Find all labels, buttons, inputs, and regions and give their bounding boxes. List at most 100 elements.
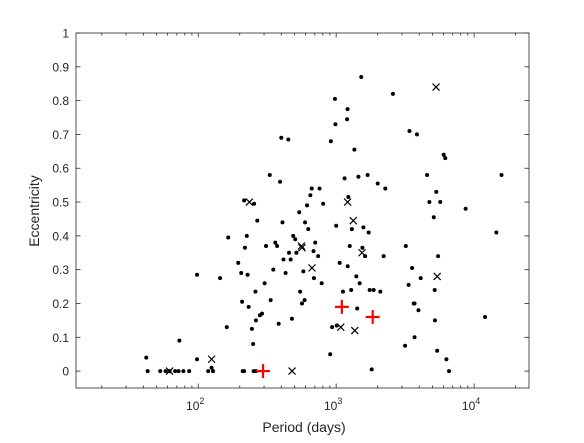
data-point-dot (499, 173, 504, 177)
data-point-dot (355, 306, 360, 311)
data-point-dot (278, 179, 283, 184)
x-axis-ticks: 102 103 104 (101, 33, 517, 413)
data-point-dot (173, 369, 178, 374)
y-tick-label: 0 (62, 365, 69, 379)
data-point-dot (444, 357, 449, 362)
data-point-dot (349, 287, 354, 292)
data-point-dot (242, 369, 247, 374)
data-point-dot (418, 276, 423, 281)
data-point-dot (158, 369, 163, 374)
data-point-dot (187, 369, 192, 374)
data-point-dot (365, 173, 370, 177)
y-tick-label: 0.4 (52, 229, 69, 243)
data-point-dot (251, 342, 256, 347)
data-point-dot (244, 233, 249, 238)
data-point-dot (289, 316, 294, 321)
data-point-dot (211, 369, 216, 374)
data-point-dot (317, 186, 322, 191)
data-point-dot (286, 250, 291, 255)
data-point-dot (181, 369, 186, 374)
data-point-plus (334, 299, 349, 314)
data-point-dot (337, 260, 342, 265)
data-point-dot (145, 369, 150, 374)
data-point-dot (242, 198, 247, 203)
data-point-dot (346, 194, 351, 199)
data-point-cross (432, 83, 440, 92)
data-point-dot (359, 74, 364, 79)
data-point-dot (345, 107, 350, 112)
data-point-cross (350, 326, 359, 335)
data-point-dot (246, 304, 251, 309)
data-point-dot (328, 352, 333, 357)
y-tick-label: 0.6 (52, 162, 69, 176)
data-point-dot (306, 227, 311, 232)
data-point-dot (267, 173, 272, 177)
y-axis-label: Eccentricity (26, 175, 42, 247)
data-point-dot (224, 325, 229, 330)
data-point-cross (336, 323, 345, 332)
x-tick-label: 103 (324, 396, 342, 413)
data-point-dot (291, 233, 296, 238)
data-point-dot (249, 326, 254, 331)
data-point-cross (297, 242, 306, 250)
data-point-dot (305, 203, 310, 208)
data-point-cross (245, 198, 254, 206)
data-point-cross (343, 198, 352, 206)
data-point-dot (425, 173, 430, 177)
data-point-dot (309, 186, 314, 191)
data-point-cross (298, 243, 306, 252)
data-point-dot (427, 200, 432, 205)
data-point-plus (365, 310, 380, 324)
data-point-dot (144, 355, 149, 360)
data-point-dot (447, 369, 452, 374)
data-point-dot (403, 343, 408, 348)
data-point-dot (163, 369, 168, 374)
data-point-dot (271, 267, 276, 272)
y-tick-label: 0.5 (52, 196, 69, 210)
data-point-cross (308, 264, 316, 272)
data-point-dot (319, 281, 324, 286)
data-point-dot (195, 357, 200, 362)
data-point-dot (356, 174, 361, 179)
data-points (144, 74, 504, 379)
data-point-dot (434, 189, 439, 194)
data-point-dot (330, 325, 335, 330)
data-point-dot (432, 287, 437, 292)
y-tick-label: 0.8 (52, 94, 69, 108)
data-point-dot (273, 240, 278, 245)
data-point-cross (288, 367, 296, 376)
data-point-dot (245, 272, 250, 277)
data-point-dot (239, 271, 244, 276)
data-point-dot (352, 147, 357, 152)
data-point-dot (406, 282, 411, 287)
x-axis-label: Period (days) (262, 419, 345, 435)
data-point-dot (255, 218, 260, 223)
data-point-dot (432, 318, 437, 323)
data-point-dot (302, 298, 307, 303)
data-point-dot (240, 299, 245, 304)
data-point-dot (347, 244, 352, 248)
data-point-dot (301, 269, 306, 274)
data-point-dot (294, 250, 299, 255)
data-point-dot (357, 281, 362, 286)
data-point-dot (431, 215, 436, 220)
data-point-cross (165, 367, 174, 376)
data-point-dot (206, 369, 211, 374)
data-point-dot (340, 289, 345, 294)
data-point-dot (435, 348, 440, 353)
data-point-dot (218, 276, 223, 281)
data-point-cross (433, 272, 442, 281)
data-point-dot (276, 321, 281, 326)
data-point-dot (366, 230, 371, 235)
data-point-dot (252, 201, 257, 206)
data-point-dot (262, 281, 267, 286)
y-tick-label: 1 (62, 27, 69, 41)
data-point-dot (369, 367, 374, 372)
data-point-dot (283, 271, 288, 276)
data-point-dot (381, 254, 386, 259)
data-point-dot (494, 230, 499, 235)
y-tick-label: 0.9 (52, 60, 69, 74)
data-point-cross (358, 248, 366, 257)
data-point-dot (260, 311, 265, 316)
data-point-dot (311, 249, 316, 254)
